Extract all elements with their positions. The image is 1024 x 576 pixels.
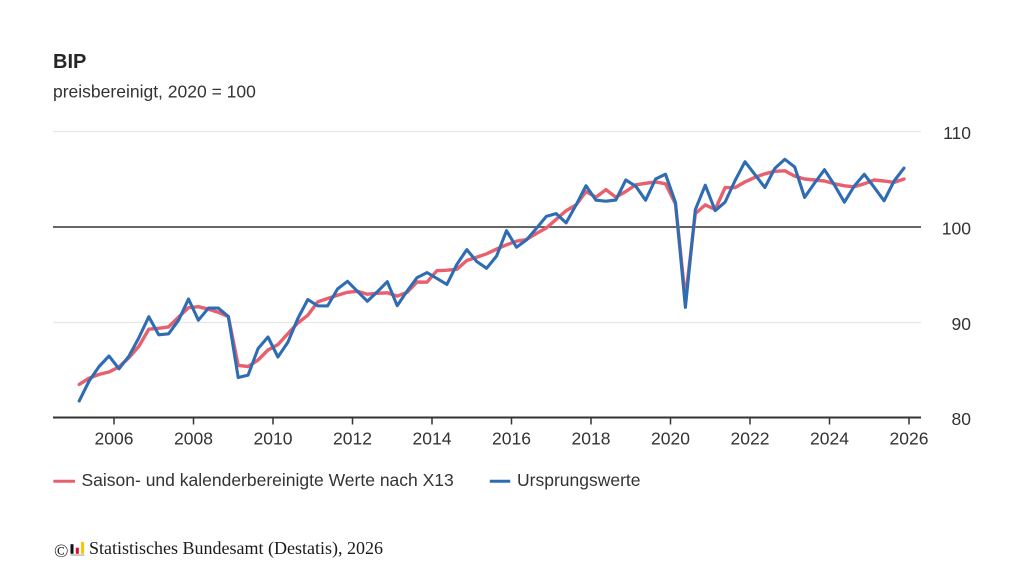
svg-text:2014: 2014 (413, 429, 452, 449)
svg-text:90: 90 (952, 314, 972, 334)
svg-text:©: © (54, 541, 68, 562)
svg-text:2012: 2012 (333, 429, 372, 449)
svg-text:Saison- und kalenderbereinigte: Saison- und kalenderbereinigte Werte nac… (82, 470, 454, 490)
svg-text:Ursprungswerte: Ursprungswerte (517, 470, 641, 490)
svg-text:Statistisches Bundesamt (Desta: Statistisches Bundesamt (Destatis), 2026 (89, 538, 383, 559)
svg-text:110: 110 (943, 123, 971, 143)
svg-text:2022: 2022 (731, 429, 770, 449)
svg-text:2006: 2006 (95, 429, 134, 449)
svg-text:2016: 2016 (492, 429, 531, 449)
svg-text:2026: 2026 (890, 429, 929, 449)
svg-text:100: 100 (942, 219, 971, 239)
svg-text:2010: 2010 (254, 429, 293, 449)
svg-text:2020: 2020 (651, 429, 690, 449)
svg-text:2018: 2018 (572, 429, 611, 449)
svg-text:2024: 2024 (810, 429, 849, 449)
svg-text:2008: 2008 (174, 429, 213, 449)
svg-text:preisbereinigt, 2020 = 100: preisbereinigt, 2020 = 100 (53, 82, 256, 102)
svg-text:80: 80 (952, 409, 972, 429)
svg-text:BIP: BIP (53, 51, 86, 73)
